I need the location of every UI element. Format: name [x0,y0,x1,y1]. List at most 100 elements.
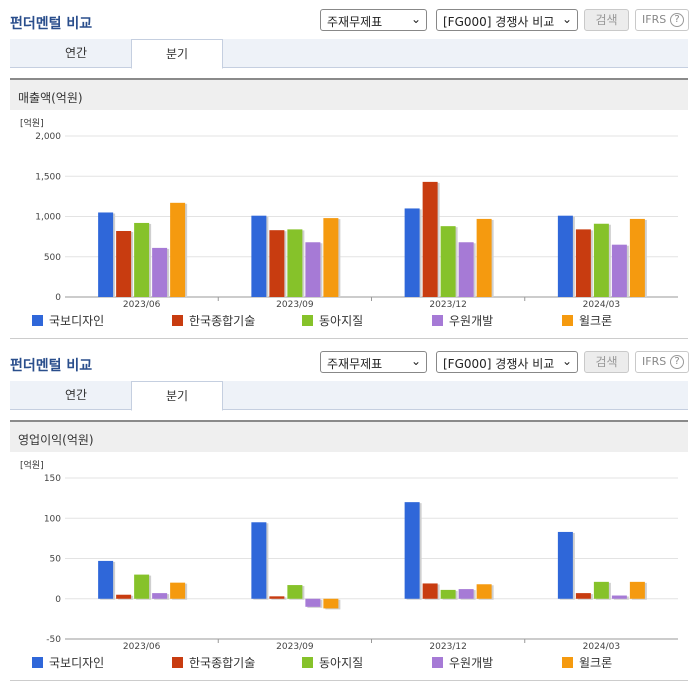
x-tick-label: 2023/09 [276,300,314,310]
chevron-down-icon: ⌄ [561,354,572,368]
ifrs-button[interactable]: IFRS? [635,9,689,31]
ifrs-label: IFRS [642,355,667,368]
statement-type-value: 주재무제표 [327,15,383,29]
legend-item[interactable]: 한국종합기술 [172,654,255,670]
period-tabs: 연간 분기 [10,381,688,411]
legend-item[interactable]: 동아지질 [302,312,363,328]
y-tick-label: 0 [55,293,61,303]
bar-우원개발-2023/06 [152,247,168,297]
bar-동아지질-2024/03 [593,581,609,599]
y-tick-label: 500 [44,253,61,263]
y-tick-label: 1,000 [35,213,61,223]
search-button[interactable]: 검색 [584,351,629,373]
bar-우원개발-2023/09 [305,598,321,607]
legend-label: 동아지질 [319,656,364,670]
bar-동아지질-2023/09 [287,585,303,599]
legend-item[interactable]: 우원개발 [432,654,493,670]
bar-국보디자인-2023/06 [98,560,114,599]
help-icon: ? [670,355,684,369]
fundamental-compare-operating-profit: 펀더멘털 비교 주재무제표 ⌄ [FG000] 경쟁사 비교 ⌄ 검색 IFRS? … [0,342,696,684]
legend-swatch [32,657,43,668]
tab-annual[interactable]: 연간 [64,388,88,402]
y-tick-label: 0 [55,595,61,605]
help-icon: ? [670,13,684,27]
bar-윌크론-2023/06 [170,582,186,599]
bar-한국종합기술-2024/03 [575,593,591,599]
metric-band: 매출액(억원) [10,78,688,110]
peer-group-value: [FG000] 경쟁사 비교 [443,357,555,371]
peer-group-select[interactable]: [FG000] 경쟁사 비교 ⌄ [436,351,578,373]
y-unit-label: [억원] [20,459,44,471]
x-tick-label: 2024/03 [583,300,620,310]
legend-label: 윌크론 [579,314,613,328]
bar-한국종합기술-2023/12 [422,181,438,297]
legend-label: 동아지질 [319,314,364,328]
legend-swatch [172,657,183,668]
bar-동아지질-2024/03 [593,223,609,297]
bar-우원개발-2023/12 [458,242,474,297]
peer-group-select[interactable]: [FG000] 경쟁사 비교 ⌄ [436,9,578,31]
legend-item[interactable]: 국보디자인 [32,654,104,670]
search-button[interactable]: 검색 [584,9,629,31]
divider [10,338,688,339]
y-tick-label: 50 [50,555,62,565]
bar-윌크론-2023/06 [170,202,186,297]
bar-우원개발-2024/03 [611,244,627,297]
chart-legend: 국보디자인 한국종합기술 동아지질 우원개발 윌크론 [32,654,692,672]
bar-국보디자인-2024/03 [557,215,573,297]
x-tick-label: 2023/12 [429,642,466,652]
statement-type-select[interactable]: 주재무제표 ⌄ [320,351,427,373]
bar-국보디자인-2023/09 [251,522,267,599]
panel-title: 펀더멘털 비교 [10,16,93,32]
bar-윌크론-2023/09 [323,598,339,609]
legend-label: 한국종합기술 [189,656,256,670]
legend-item[interactable]: 윌크론 [562,654,612,670]
chevron-down-icon: ⌄ [410,12,421,26]
y-tick-label: 1,500 [35,172,61,182]
tab-quarterly[interactable]: 분기 [131,381,223,411]
bar-윌크론-2024/03 [629,581,645,599]
bar-우원개발-2023/06 [152,593,168,599]
x-tick-label: 2023/09 [276,642,314,652]
panel-header: 펀더멘털 비교 주재무제표 ⌄ [FG000] 경쟁사 비교 ⌄ 검색 IFRS? [0,0,696,38]
x-tick-label: 2024/03 [583,642,620,652]
bar-동아지질-2023/06 [134,574,150,599]
legend-item[interactable]: 윌크론 [562,312,612,328]
bar-윌크론-2023/12 [476,218,492,297]
operating-profit-chart: [억원] -50 0 50 100 150 2023/06 2023/09 2023/12 202… [10,454,688,682]
bar-우원개발-2024/03 [611,595,627,599]
bar-우원개발-2023/09 [305,242,321,297]
ifrs-button[interactable]: IFRS? [635,351,689,373]
legend-swatch [32,315,43,326]
bar-동아지질-2023/06 [134,222,150,297]
fundamental-compare-revenue: 펀더멘털 비교 주재무제표 ⌄ [FG000] 경쟁사 비교 ⌄ 검색 IFRS? … [0,0,696,340]
legend-item[interactable]: 우원개발 [432,312,493,328]
bar-한국종합기술-2023/09 [269,596,285,599]
ifrs-label: IFRS [642,13,667,26]
legend-swatch [432,657,443,668]
legend-swatch [172,315,183,326]
chevron-down-icon: ⌄ [561,12,572,26]
y-tick-label: 150 [44,474,61,484]
tab-annual[interactable]: 연간 [64,46,88,60]
legend-item[interactable]: 동아지질 [302,654,363,670]
revenue-chart: [억원] 0 500 1,000 1,500 2,000 2023/06 2023/09 202… [10,112,688,340]
revenue-chart-svg: [억원] 0 500 1,000 1,500 2,000 2023/06 2023/09 202… [20,117,678,310]
bar-국보디자인-2023/09 [251,215,267,297]
legend-item[interactable]: 한국종합기술 [172,312,255,328]
bar-한국종합기술-2023/09 [269,230,285,297]
legend-label: 한국종합기술 [189,314,256,328]
bar-국보디자인-2023/12 [404,208,420,297]
x-tick-label: 2023/06 [123,642,161,652]
tab-quarterly[interactable]: 분기 [131,39,223,69]
statement-type-select[interactable]: 주재무제표 ⌄ [320,9,427,31]
legend-item[interactable]: 국보디자인 [32,312,104,328]
period-tabs: 연간 분기 [10,39,688,69]
y-unit-label: [억원] [20,117,44,129]
bar-한국종합기술-2023/06 [116,594,132,599]
statement-type-value: 주재무제표 [327,357,383,371]
chart-legend: 국보디자인 한국종합기술 동아지질 우원개발 윌크론 [32,312,692,330]
y-tick-label: 2,000 [35,132,61,142]
legend-swatch [302,315,313,326]
legend-label: 우원개발 [449,656,494,670]
